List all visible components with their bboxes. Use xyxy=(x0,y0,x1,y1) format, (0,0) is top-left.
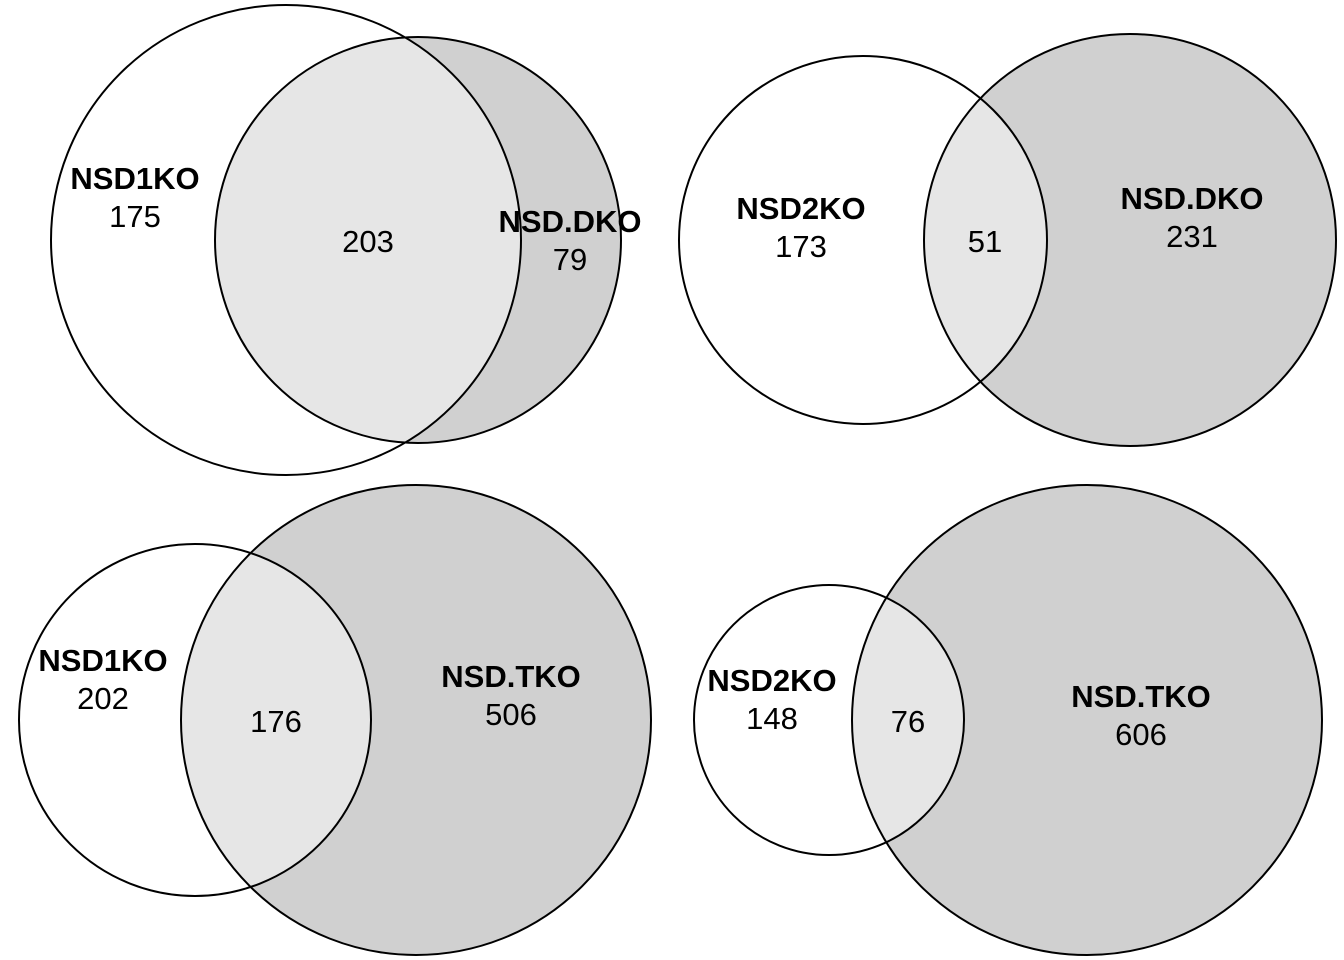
set-a-only-count: 175 xyxy=(109,199,161,234)
overlap-count: 176 xyxy=(250,704,302,739)
set-b-label: NSD.DKO xyxy=(499,204,642,239)
set-b-label: NSD.DKO xyxy=(1121,181,1264,216)
set-a-label: NSD1KO xyxy=(38,643,167,678)
set-b-circle xyxy=(180,484,652,956)
set-a-label: NSD2KO xyxy=(707,663,836,698)
venn-nsd2ko-vs-nsd-dko: NSD2KO 173 51 NSD.DKO 231 xyxy=(678,33,1337,447)
venn-nsd1ko-vs-nsd-dko: NSD1KO 175 203 NSD.DKO 79 xyxy=(50,4,642,476)
set-a-only-count: 148 xyxy=(746,701,798,736)
venn-nsd1ko-vs-nsd-tko: NSD1KO 202 176 NSD.TKO 506 xyxy=(18,484,652,956)
overlap-count: 51 xyxy=(968,224,1002,259)
set-a-circle xyxy=(693,584,965,856)
set-b-circle xyxy=(214,36,622,444)
set-b-only-count: 506 xyxy=(485,697,537,732)
set-a-only-count: 173 xyxy=(775,229,827,264)
set-b-circle xyxy=(923,33,1337,447)
overlap-count: 203 xyxy=(342,224,394,259)
set-b-circle-fill xyxy=(924,34,1336,446)
set-b-only-count: 606 xyxy=(1115,717,1167,752)
overlap-region xyxy=(181,544,371,896)
set-b-circle xyxy=(851,484,1323,956)
venn-nsd2ko-vs-nsd-tko: NSD2KO 148 76 NSD.TKO 606 xyxy=(693,484,1323,956)
set-a-label: NSD1KO xyxy=(70,161,199,196)
set-b-circle-fill xyxy=(852,485,1322,955)
set-b-label: NSD.TKO xyxy=(441,659,581,694)
set-a-circle xyxy=(50,4,522,476)
set-a-only-count: 202 xyxy=(77,681,129,716)
set-b-only-count: 79 xyxy=(553,242,587,277)
set-b-label: NSD.TKO xyxy=(1071,679,1211,714)
overlap-count: 76 xyxy=(891,704,925,739)
set-a-circle xyxy=(678,55,1048,425)
set-b-only-count: 231 xyxy=(1166,219,1218,254)
set-a-circle xyxy=(18,543,372,897)
set-a-label: NSD2KO xyxy=(736,191,865,226)
